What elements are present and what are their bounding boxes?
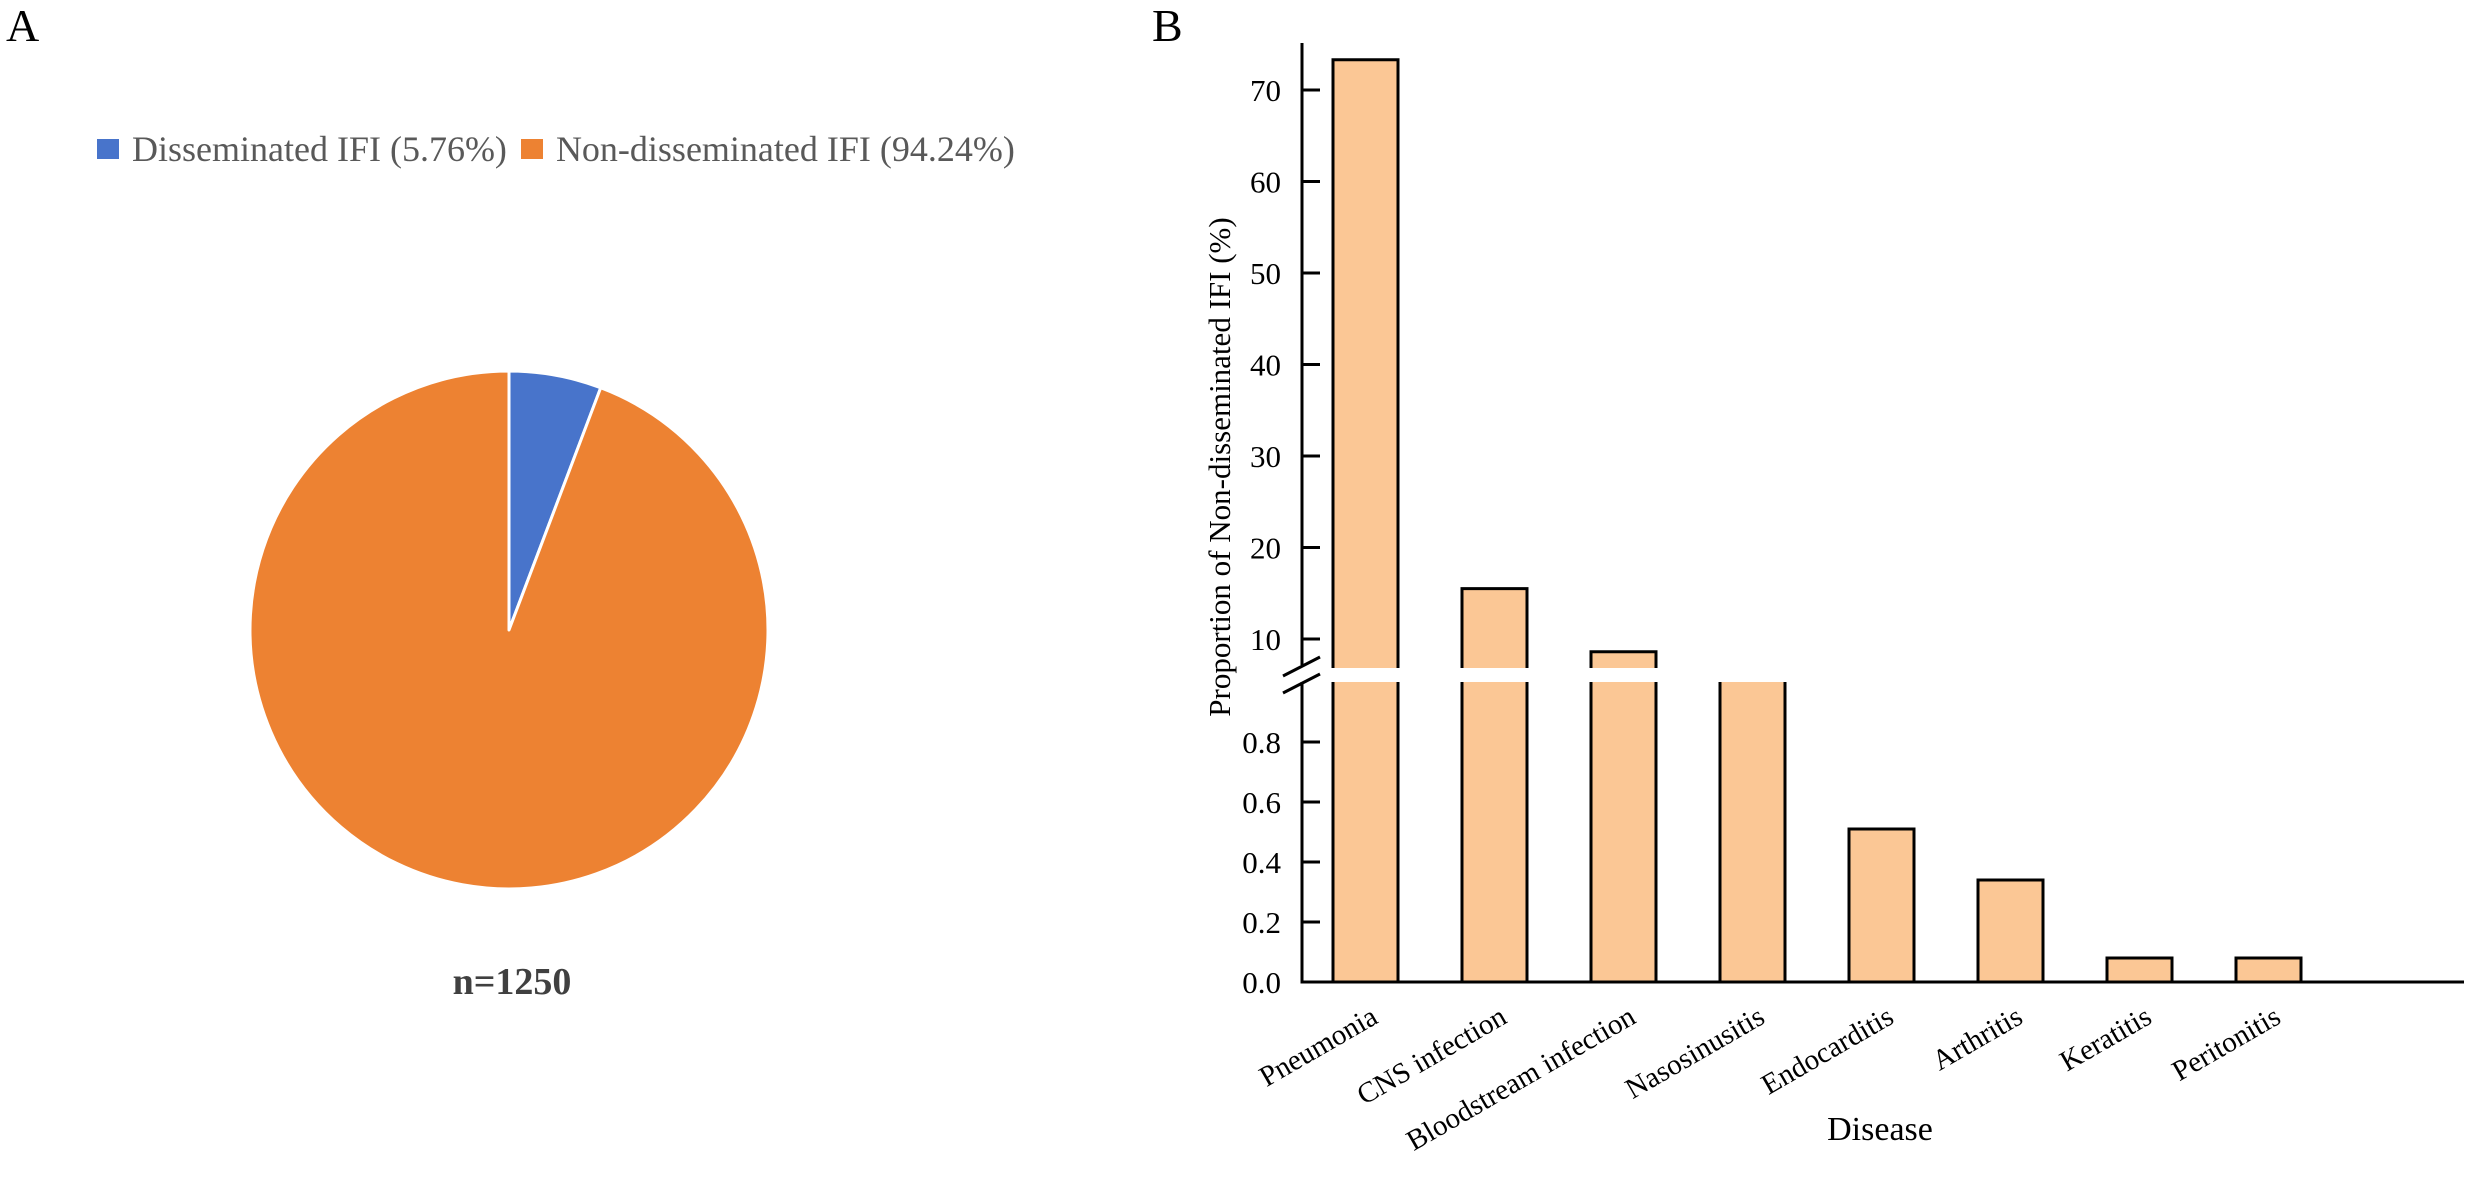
- x-axis-title: Disease: [1827, 1111, 1933, 1148]
- x-tick-label: Peritonitis: [2167, 1000, 2286, 1087]
- sample-size-label: n=1250: [452, 961, 572, 1003]
- legend-label-non-disseminated: Non-disseminated IFI (94.24%): [555, 129, 1015, 169]
- x-tick-label: Arthritis: [1927, 1000, 2028, 1077]
- y-tick-label: 0.8: [1242, 725, 1281, 760]
- y-tick-label: 0.4: [1242, 845, 1281, 880]
- bar-keratitis: [2105, 956, 2174, 984]
- bar-lower-fill: [1720, 682, 1785, 982]
- x-tick-label: Keratitis: [2055, 1000, 2157, 1078]
- bar-lower-outline: [1718, 682, 1787, 982]
- pie-chart: [248, 369, 770, 891]
- bar-rect: [2105, 956, 2174, 984]
- y-tick-label: 50: [1250, 256, 1281, 291]
- axis-break-mark: [1282, 655, 1321, 678]
- x-tick-label: Endocarditis: [1756, 1000, 1899, 1101]
- bar-endocarditis: [1847, 827, 1916, 984]
- bar-arthritis: [1976, 878, 2045, 984]
- pie-legend: Disseminated IFI (5.76%) Non-disseminate…: [97, 128, 1029, 170]
- bar-upper-fill: [1333, 59, 1398, 669]
- bar-peritonitis: [2234, 956, 2303, 984]
- legend-swatch-non-disseminated: [520, 139, 543, 159]
- pie-slice-non-disseminated-ifi: [248, 369, 770, 891]
- bar-rect: [1847, 827, 1916, 984]
- bar-upper-outline: [1460, 587, 1529, 668]
- y-tick-label: 0.2: [1242, 905, 1281, 940]
- bar-pneumonia: [1331, 58, 1400, 982]
- bar-rect: [2234, 956, 2303, 984]
- bar-bloodstream-infection: [1589, 650, 1658, 982]
- bar-rect: [1976, 878, 2045, 984]
- y-tick-label: 10: [1250, 622, 1281, 657]
- legend-item-disseminated: Disseminated IFI (5.76%): [97, 128, 507, 170]
- y-tick-label: 0.6: [1242, 785, 1281, 820]
- bar-lower-outline: [1460, 682, 1529, 982]
- bar-lower-fill: [1462, 682, 1527, 982]
- bar-upper-outline: [1331, 58, 1400, 668]
- bar-upper-outline: [1589, 650, 1658, 668]
- y-tick-label: 0.0: [1242, 965, 1281, 1000]
- axis-break-mark: [1282, 672, 1321, 695]
- bar-cns-infection: [1460, 587, 1529, 982]
- bar-upper-fill: [1462, 588, 1527, 668]
- bar-upper-fill: [1591, 651, 1656, 668]
- y-tick-label: 30: [1250, 439, 1281, 474]
- bar-lower-fill: [1333, 682, 1398, 982]
- y-axis-title: Proportion of Non-disseminated IFI (%): [1202, 217, 1237, 716]
- x-tick-label: Bloodstream infection: [1401, 1000, 1641, 1157]
- panel-a-label: A: [6, 0, 40, 51]
- panel-b-label: B: [1152, 0, 1183, 51]
- bar-lower-outline: [1589, 682, 1658, 982]
- bar-nasosinusitis: [1718, 682, 1787, 982]
- y-tick-label: 60: [1250, 165, 1281, 200]
- legend-item-non-disseminated: Non-disseminated IFI (94.24%): [520, 128, 1015, 170]
- x-tick-label: Nasosinusitis: [1620, 1000, 1770, 1105]
- y-tick-label: 70: [1250, 73, 1281, 108]
- bar-lower-fill: [1591, 682, 1656, 982]
- legend-swatch-disseminated: [97, 139, 119, 159]
- legend-label-disseminated: Disseminated IFI (5.76%): [132, 129, 507, 169]
- y-tick-label: 40: [1250, 348, 1281, 383]
- bar-lower-outline: [1331, 682, 1400, 982]
- y-tick-label: 20: [1250, 531, 1281, 566]
